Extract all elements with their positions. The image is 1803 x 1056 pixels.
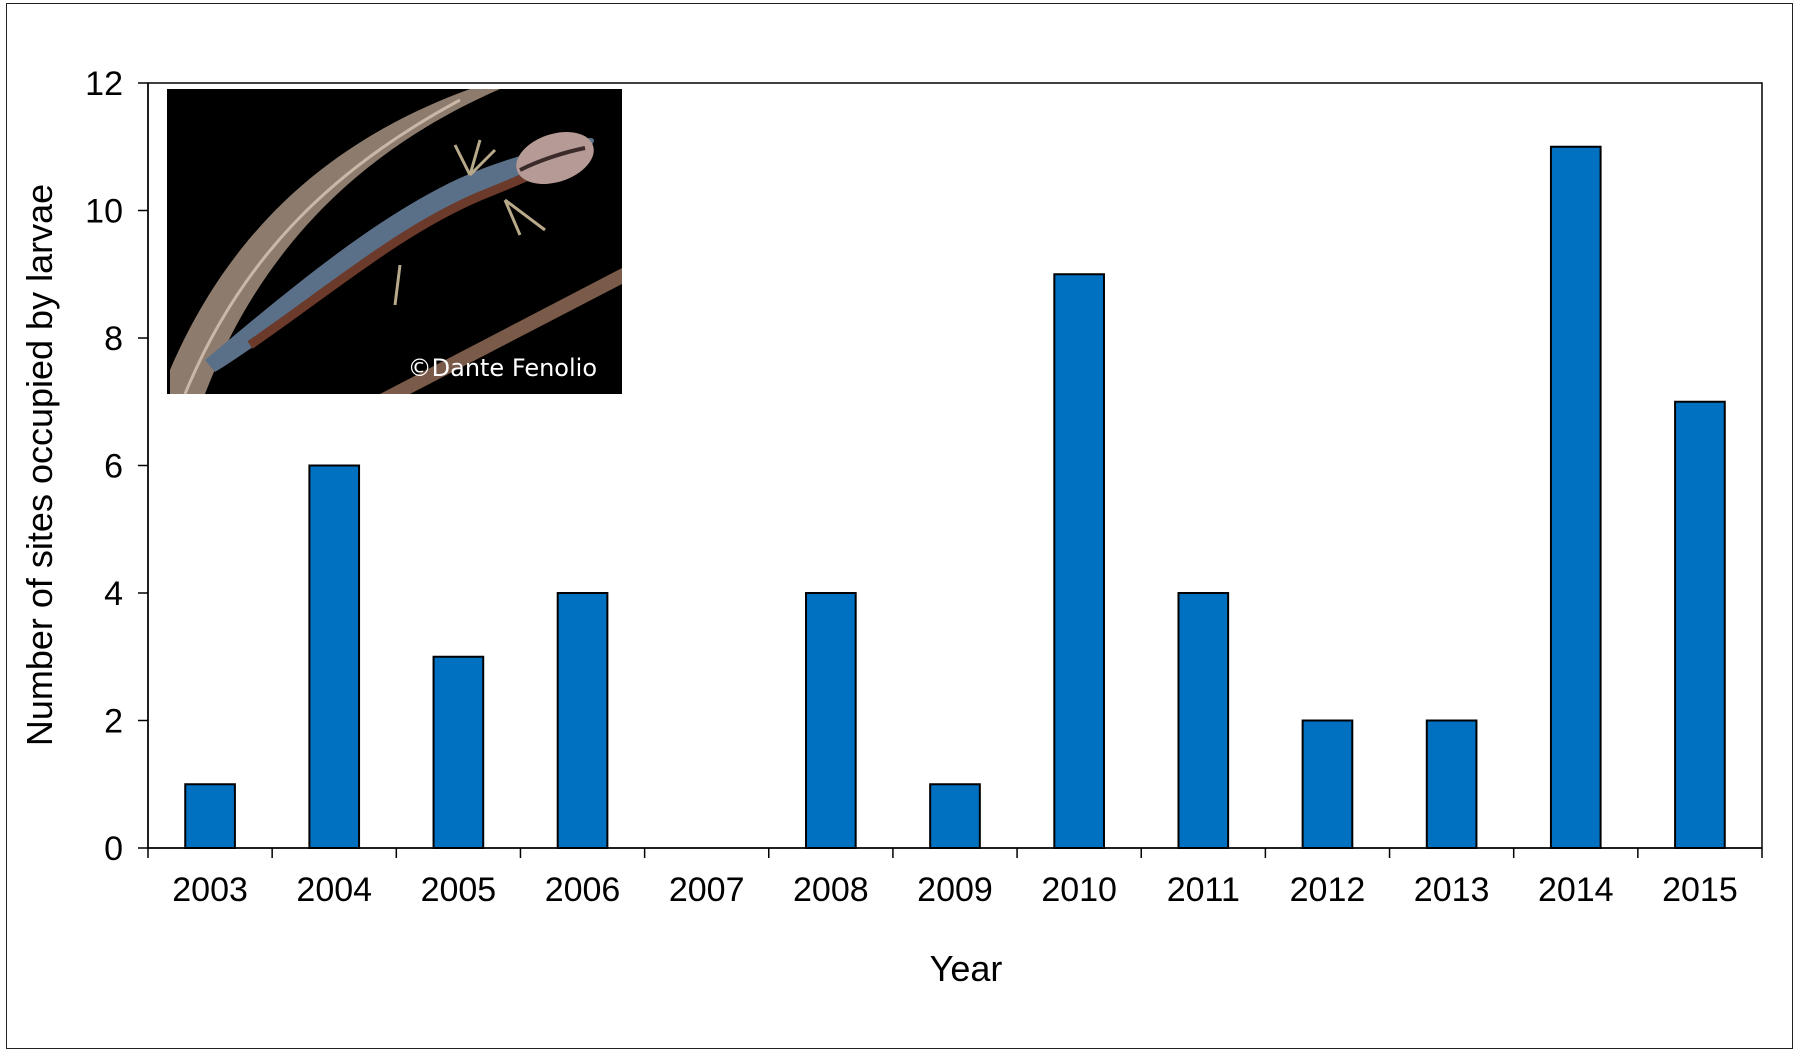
photo-credit: ©Dante Fenolio (408, 354, 597, 382)
y-axis-title: Number of sites occupied by larvae (19, 184, 60, 746)
x-tick-label-2010: 2010 (1041, 871, 1117, 909)
bar-2004 (308, 464, 361, 849)
bar-2003 (184, 783, 236, 849)
x-tick-label-2015: 2015 (1662, 871, 1738, 909)
x-tick-label-2007: 2007 (669, 871, 745, 909)
y-tick-label-0: 0 (104, 830, 123, 868)
x-tick-label-2009: 2009 (917, 871, 993, 909)
y-tick-label-6: 6 (104, 448, 123, 486)
bar-2006 (556, 592, 609, 849)
x-axis: 2003 2004 2005 2006 2007 2008 2009 2010 2011 2012… (147, 847, 1763, 909)
x-tick-label-2012: 2012 (1290, 871, 1366, 909)
bar-2010 (1053, 273, 1105, 849)
bar-2008 (805, 592, 857, 849)
x-axis-title: Year (930, 948, 1003, 989)
salamander-larva-photo (170, 89, 622, 394)
x-tick-label-2006: 2006 (545, 871, 621, 909)
x-tick-label-2011: 2011 (1167, 871, 1240, 909)
y-tick-label-8: 8 (104, 320, 123, 358)
bar-2013 (1425, 719, 1478, 849)
bar-2014 (1549, 145, 1602, 849)
x-tick-label-2003: 2003 (172, 871, 248, 909)
x-tick-label-2005: 2005 (421, 871, 497, 909)
bar-2015 (1674, 400, 1726, 849)
x-tick-label-2013: 2013 (1414, 871, 1490, 909)
y-tick-label-12: 12 (85, 65, 123, 103)
bar-2011 (1177, 592, 1230, 849)
y-tick-label-2: 2 (104, 703, 123, 741)
inset-photo: ©Dante Fenolio (167, 89, 622, 394)
y-tick-label-10: 10 (85, 193, 123, 231)
bar-2005 (432, 655, 485, 849)
x-tick-label-2014: 2014 (1538, 871, 1614, 909)
y-tick-label-4: 4 (104, 575, 123, 613)
bar-2012 (1301, 719, 1354, 849)
bar-2009 (929, 783, 981, 849)
y-axis: 0 2 4 6 8 10 12 (85, 65, 149, 868)
x-tick-label-2008: 2008 (793, 871, 869, 909)
x-tick-label-2004: 2004 (296, 871, 372, 909)
